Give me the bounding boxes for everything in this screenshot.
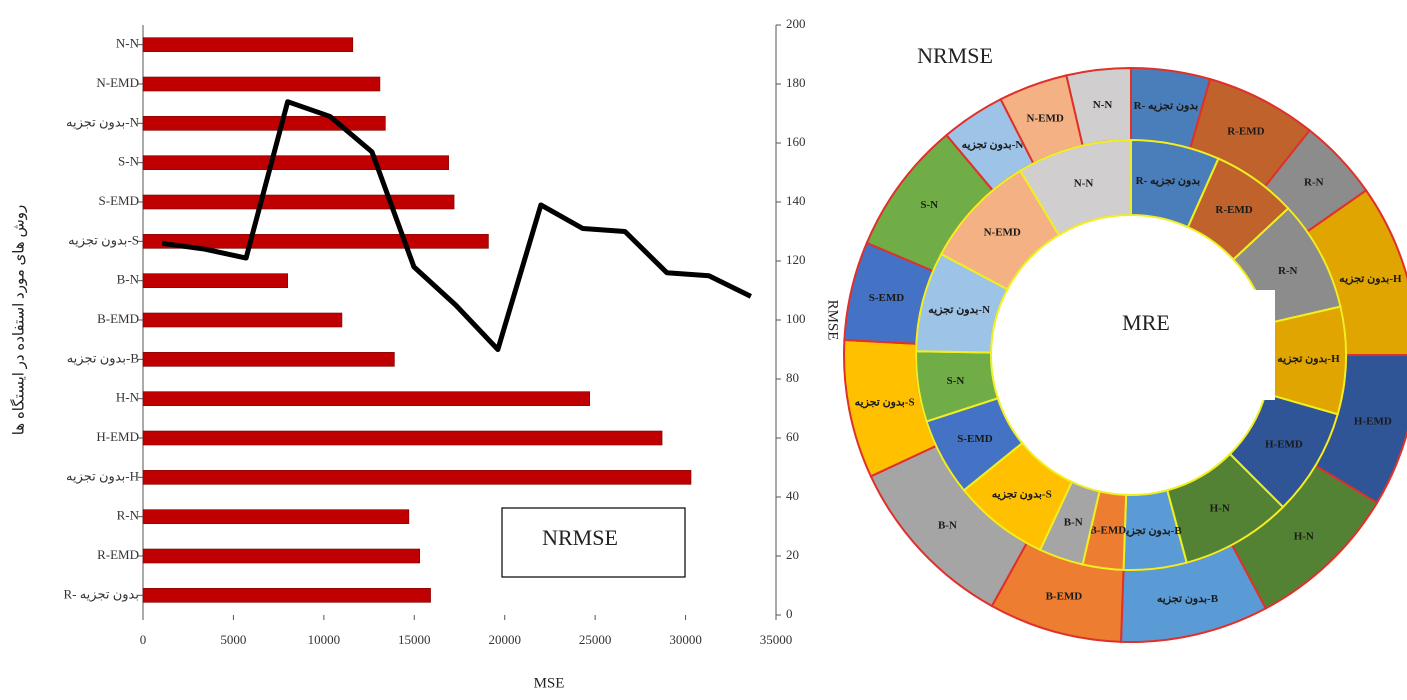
segment-label: R- بدون تجزیه <box>1136 175 1201 187</box>
segment-label: بدون تجزیه-H <box>1339 273 1402 285</box>
y2-tick-label: 100 <box>786 311 806 326</box>
segment-label: H-N <box>1210 502 1230 514</box>
segment-label: بدون تجزیه-H <box>1277 353 1340 365</box>
y2-tick-label: 0 <box>786 606 793 621</box>
x-tick-label: 20000 <box>488 632 521 647</box>
y2-tick-label: 180 <box>786 75 806 90</box>
y-axis-label: روش های مورد استفاده در ایستگاه ها <box>9 205 27 436</box>
bar <box>142 312 343 328</box>
y2-tick-label: 80 <box>786 370 799 385</box>
bar <box>142 194 455 210</box>
annotation: NRMSE <box>542 525 618 550</box>
segment-label: بدون تجزیه-N <box>962 139 1024 151</box>
segment-label: N-N <box>1074 177 1094 189</box>
segment-label: R-N <box>1304 177 1324 189</box>
x-tick-label: 5000 <box>220 632 246 647</box>
segment-label: H-EMD <box>1354 416 1392 428</box>
segment-label: H-N <box>1294 531 1314 543</box>
segment-label: S-N <box>920 199 938 211</box>
bar-chart: 0 5000 10000 15000 20000 25000 30000 35000 0 20 40… <box>63 16 805 647</box>
segment-label: B-N <box>938 520 957 532</box>
segment-label: بدون تجزیه-N <box>928 304 990 316</box>
x-tick-label: 0 <box>140 632 147 647</box>
y2-tick-label: 60 <box>786 429 799 444</box>
annotation-box <box>501 507 686 578</box>
y-tick-label: S-EMD <box>99 193 139 208</box>
bar <box>142 430 663 446</box>
ring-segment <box>1018 138 1132 237</box>
y-tick-label: B-N <box>117 272 140 287</box>
y2-axis-label: RMSE <box>825 300 841 341</box>
bar <box>142 273 288 288</box>
segment-label: S-EMD <box>957 433 993 445</box>
y-tick-label: H-EMD <box>96 429 139 444</box>
segment-label: N-EMD <box>984 226 1021 238</box>
y-tick-label: H-N <box>116 390 140 405</box>
x-tick-label: 35000 <box>760 632 793 647</box>
segment-label: N-EMD <box>1027 113 1064 125</box>
segment-label: بدون تجزیه-B <box>1121 525 1183 537</box>
y-tick-label: R-EMD <box>97 547 139 562</box>
segment-label: بدون تجزیه-S <box>992 488 1052 500</box>
bar <box>142 470 692 485</box>
segment-label: R-EMD <box>1215 204 1252 216</box>
x-tick-label: 25000 <box>579 632 612 647</box>
bar <box>142 391 591 406</box>
segment-label: N-N <box>1093 99 1113 111</box>
inner-ring-label: MRE <box>1122 310 1170 335</box>
segment-label: R-N <box>1278 265 1298 277</box>
y-tick-label: R-N <box>117 508 140 523</box>
center-box <box>1137 290 1275 400</box>
segment-label: B-EMD <box>1046 590 1083 602</box>
y2-tick-label: 20 <box>786 547 799 562</box>
bar <box>142 76 381 92</box>
y2-tick-label: 140 <box>786 193 806 208</box>
rmse-line <box>161 99 752 352</box>
bar <box>142 37 354 52</box>
y2-tick-label: 160 <box>786 134 806 149</box>
y-tick-label: بدون تجزیه-B <box>67 350 140 366</box>
y-tick-label: N-N <box>116 36 140 51</box>
y-tick-label: B-EMD <box>97 311 139 326</box>
y-tick-label: بدون تجزیه-N <box>66 114 140 130</box>
segment-label: بدون تجزیه-B <box>1157 593 1219 605</box>
y2-tick-label: 120 <box>786 252 806 267</box>
segment-label: R- بدون تجزیه <box>1134 100 1199 112</box>
y2-tick-label: 200 <box>786 16 806 31</box>
y-tick-label: S-N <box>118 154 140 169</box>
segment-label: B-EMD <box>1089 525 1126 537</box>
y-tick-label: بدون تجزیه-H <box>66 468 139 484</box>
bar <box>142 352 395 367</box>
y-tick-label: بدون تجزیه-S <box>68 232 139 248</box>
x-tick-label: 15000 <box>398 632 431 647</box>
x-tick-label: 10000 <box>308 632 341 647</box>
y-tick-label: R- بدون تجزیه <box>63 586 139 602</box>
bar <box>142 116 386 131</box>
segment-label: بدون تجزیه-S <box>855 396 915 408</box>
outer-ring-label: NRMSE <box>917 43 993 68</box>
segment-label: S-N <box>947 375 965 387</box>
segment-label: S-EMD <box>869 292 905 304</box>
bar <box>142 509 410 524</box>
bar <box>142 548 421 564</box>
bar <box>142 588 431 603</box>
y-tick-label: N-EMD <box>96 75 139 90</box>
y2-tick-label: 40 <box>786 488 799 503</box>
segment-label: H-EMD <box>1265 439 1303 451</box>
donut-chart: R- بدون تجزیه R-EMD R-N بدون تجزیه-H H-EMD H-… <box>843 66 1407 643</box>
x-axis-label: MSE <box>534 675 565 691</box>
segment-label: R-EMD <box>1227 125 1264 137</box>
segment-label: B-N <box>1064 516 1083 528</box>
bar <box>142 155 449 170</box>
x-tick-label: 30000 <box>669 632 702 647</box>
